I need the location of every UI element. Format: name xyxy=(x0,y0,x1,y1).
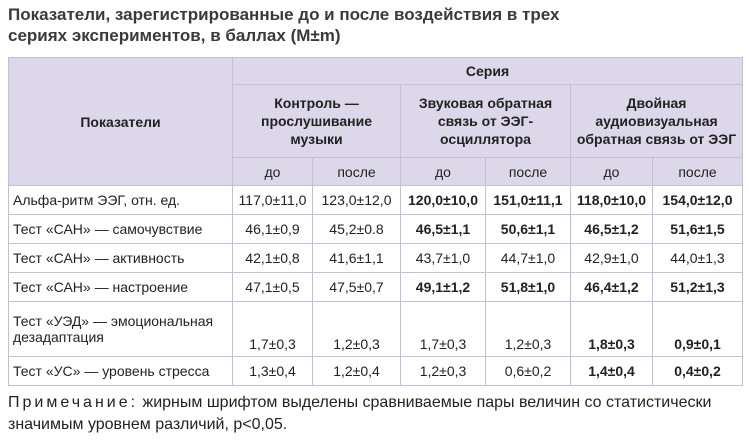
group-header: Звуковая обратная связь от ЭЭГ-осциллято… xyxy=(400,84,571,158)
cell: 49,1±1,2 xyxy=(400,272,486,302)
sub-header: после xyxy=(651,157,744,186)
cell: 47,5±0,7 xyxy=(312,272,401,302)
cell: 50,6±1,1 xyxy=(485,214,571,244)
cell: 0,6±0,2 xyxy=(485,356,571,386)
cell: 1,2±0,3 xyxy=(485,301,571,357)
cell: 46,5±1,2 xyxy=(570,214,653,244)
header-series: Серия xyxy=(231,57,744,85)
cell: 46,1±0,9 xyxy=(232,214,313,244)
cell: 1,8±0,3 xyxy=(570,301,653,357)
cell: 118,0±10,0 xyxy=(570,185,653,215)
cell: 44,7±1,0 xyxy=(485,243,571,273)
cell: 51,2±1,3 xyxy=(651,272,744,302)
results-table: Показатели Серия Контроль — прослушивани… xyxy=(8,57,744,386)
row-label: Тест «САН» — самочувствие xyxy=(8,214,233,244)
row: Тест «УС» — уровень стресса 1,3±0,4 1,2±0,… xyxy=(8,356,744,386)
row: Тест «САН» — активность 42,1±0,8 41,6±1,1 4… xyxy=(8,243,744,273)
cell: 117,0±11,0 xyxy=(232,185,313,215)
cell: 1,3±0,4 xyxy=(232,356,313,386)
group-header: Контроль — прослушивание музыки xyxy=(232,84,401,158)
header-indicator: Показатели xyxy=(8,57,233,186)
sub-header: после xyxy=(312,157,401,186)
row-label: Тест «САН» — настроение xyxy=(8,272,233,302)
row-label: Тест «УС» — уровень стресса xyxy=(8,356,233,386)
cell: 0,9±0,1 xyxy=(651,301,744,357)
cell: 45,2±0.8 xyxy=(312,214,401,244)
cell: 120,0±10,0 xyxy=(400,185,486,215)
cell: 42,9±1,0 xyxy=(570,243,653,273)
cell: 1,7±0,3 xyxy=(232,301,313,357)
sub-header: до xyxy=(232,157,313,186)
cell: 46,5±1,1 xyxy=(400,214,486,244)
row: Тест «САН» — самочувствие 46,1±0,9 45,2±0.… xyxy=(8,214,744,244)
row: Тест «САН» — настроение 47,1±0,5 47,5±0,7 4… xyxy=(8,272,744,302)
row-label: Тест «УЭД» — эмоциональная дезадаптация xyxy=(8,301,233,357)
sub-header: до xyxy=(570,157,653,186)
cell: 0,4±0,2 xyxy=(651,356,744,386)
cell: 123,0±12,0 xyxy=(312,185,401,215)
cell: 46,4±1,2 xyxy=(570,272,653,302)
cell: 154,0±12,0 xyxy=(651,185,744,215)
note-text: жирным шрифтом выделены сравниваемые пар… xyxy=(8,394,712,433)
note: Примечание: жирным шрифтом выделены срав… xyxy=(8,392,743,436)
row: Тест «УЭД» — эмоциональная дезадаптация 1… xyxy=(8,301,744,357)
cell: 1,2±0,3 xyxy=(400,356,486,386)
cell: 1,7±0,3 xyxy=(400,301,486,357)
title: Показатели, зарегистрированные до и посл… xyxy=(8,5,560,45)
sub-header: после xyxy=(485,157,571,186)
note-lead: Примечание: xyxy=(8,394,139,411)
cell: 41,6±1,1 xyxy=(312,243,401,273)
cell: 44,0±1,3 xyxy=(651,243,744,273)
cell: 47,1±0,5 xyxy=(232,272,313,302)
row: Альфа-ритм ЭЭГ, отн. ед. 117,0±11,0 123,0±… xyxy=(8,185,744,215)
group-header: Двойная аудиовизуальная обратная связь о… xyxy=(569,84,744,158)
cell: 43,7±1,0 xyxy=(400,243,486,273)
cell: 151,0±11,1 xyxy=(485,185,571,215)
row-label: Альфа-ритм ЭЭГ, отн. ед. xyxy=(8,185,233,215)
cell: 1,2±0,3 xyxy=(312,301,401,357)
sub-header: до xyxy=(400,157,486,186)
cell: 1,4±0,4 xyxy=(570,356,653,386)
row-label: Тест «САН» — активность xyxy=(8,243,233,273)
cell: 42,1±0,8 xyxy=(232,243,313,273)
cell: 51,6±1,5 xyxy=(651,214,744,244)
cell: 51,8±1,0 xyxy=(485,272,571,302)
cell: 1,2±0,4 xyxy=(312,356,401,386)
